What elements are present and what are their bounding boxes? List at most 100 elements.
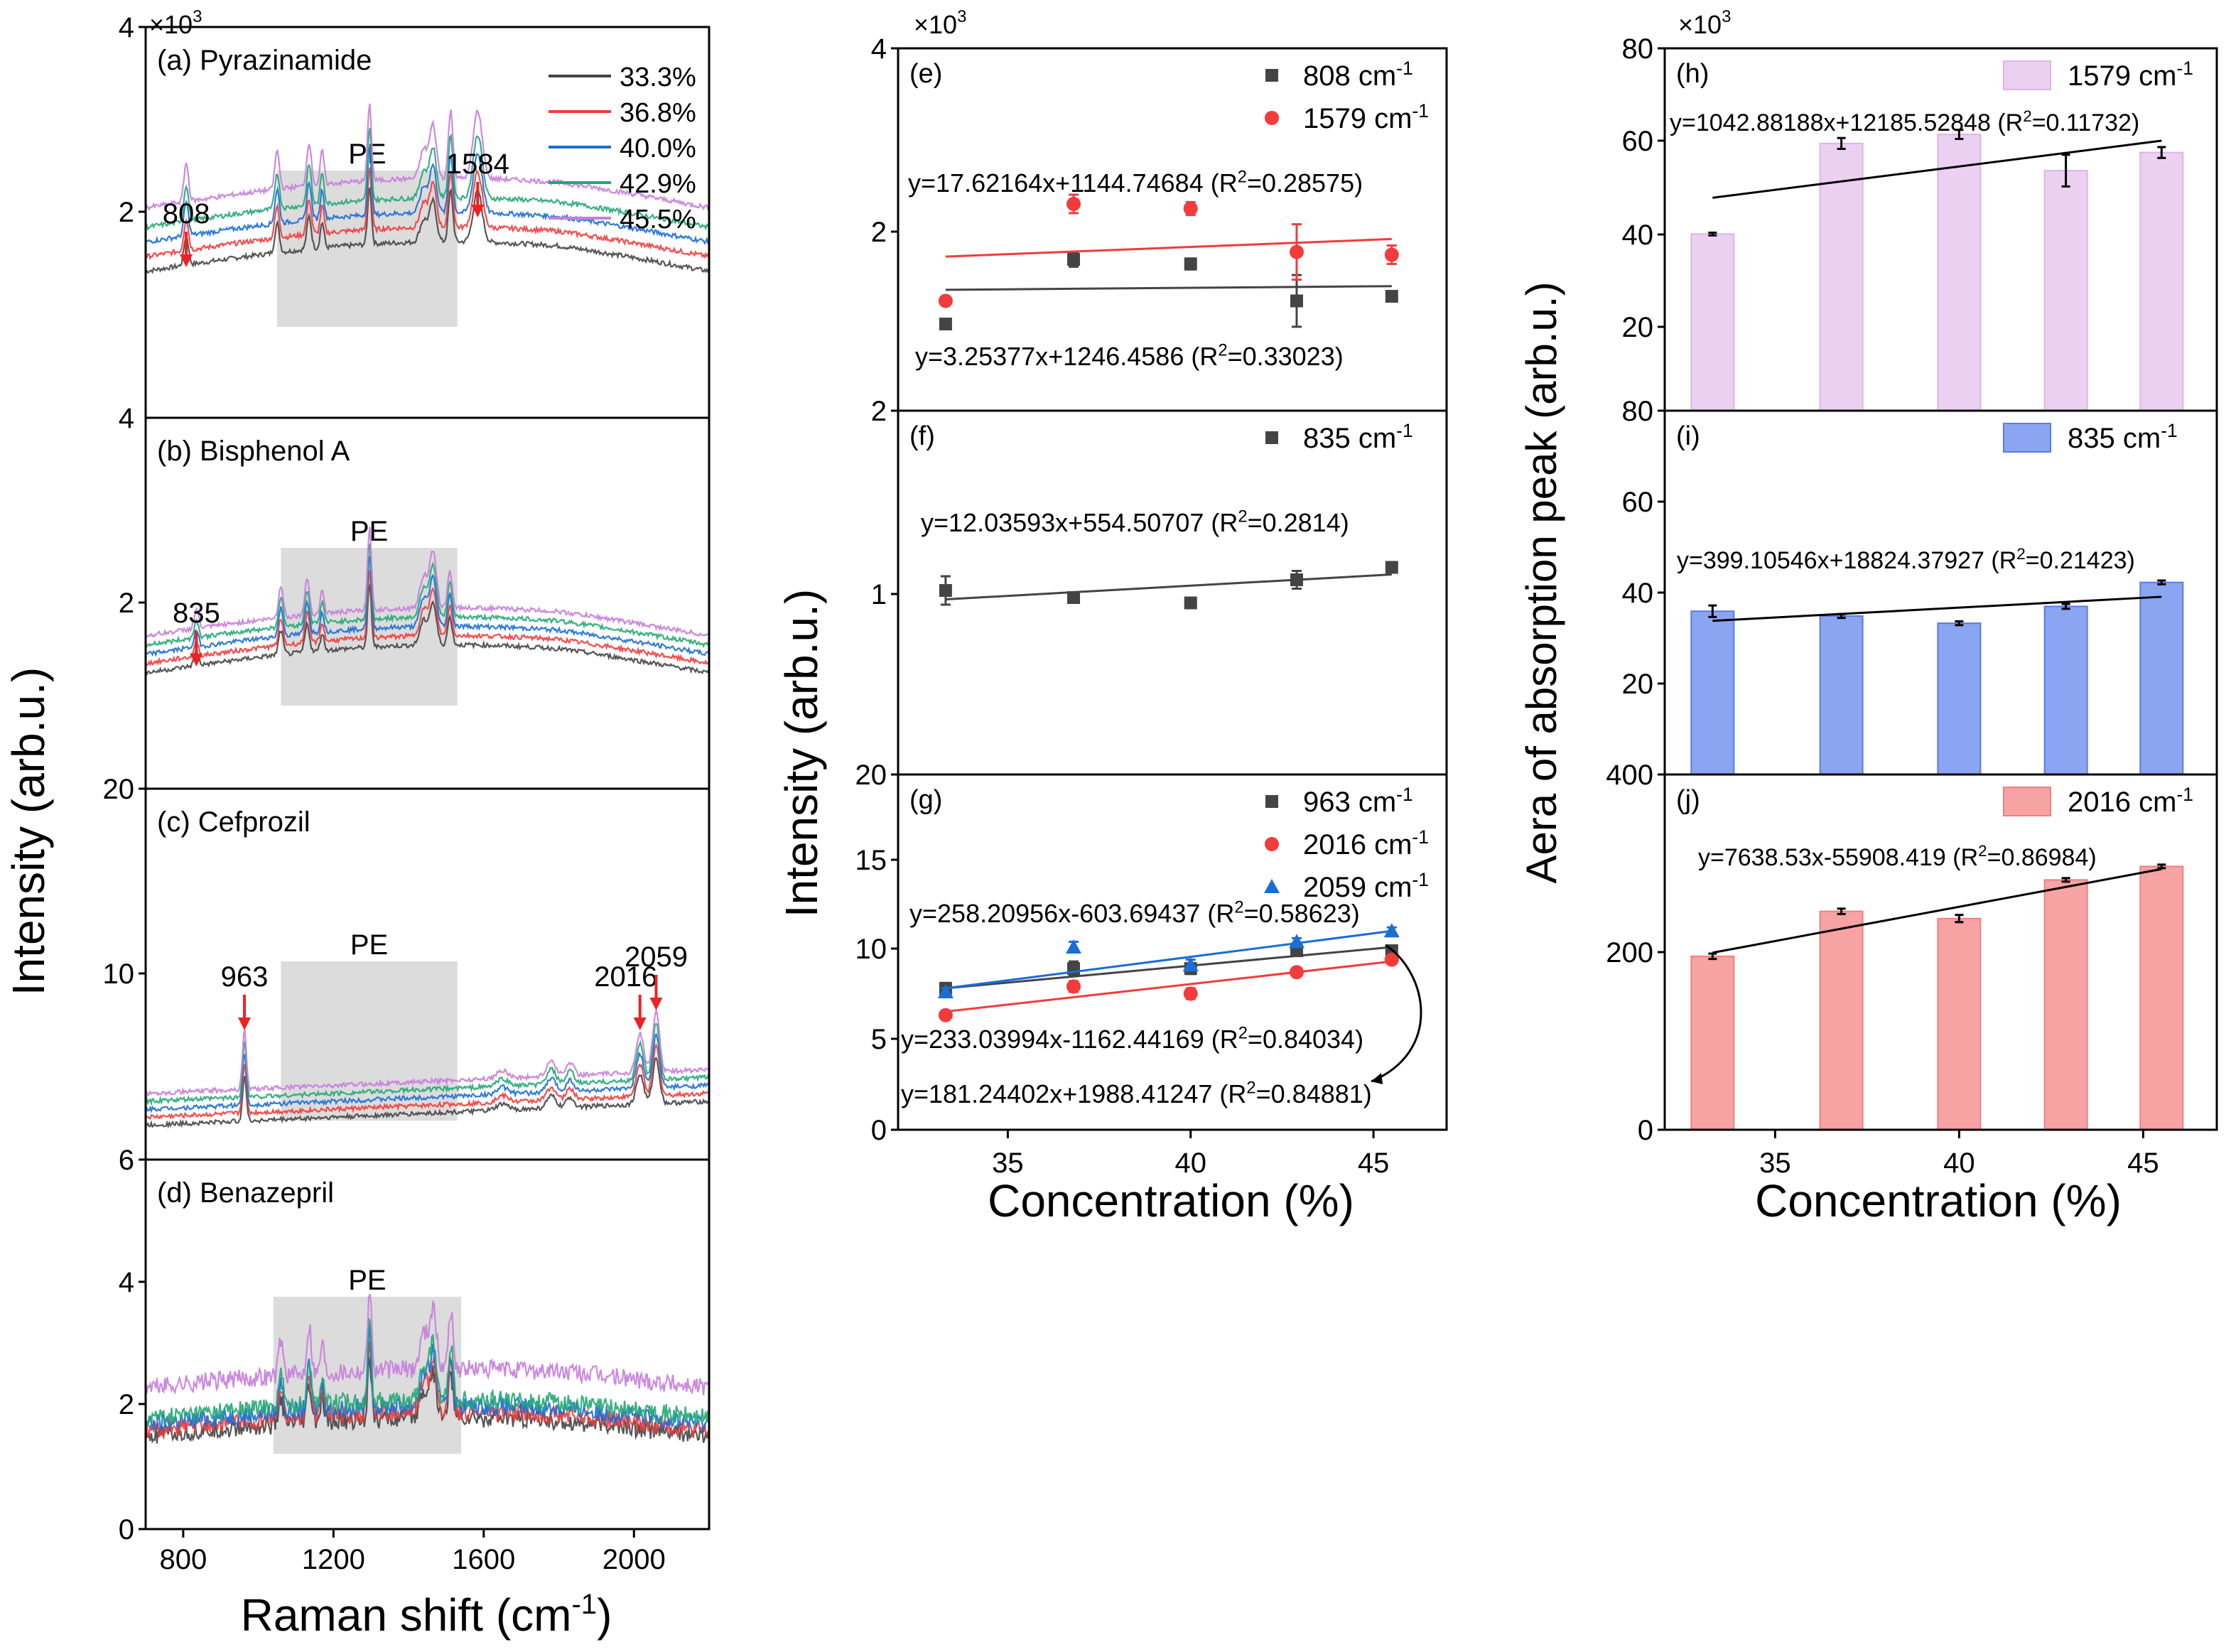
x-tick-label: 800 [159, 1544, 207, 1575]
data-point-2016 [1384, 952, 1399, 967]
data-point-2059 [1288, 934, 1304, 949]
legend-label-835-sup: -1 [2161, 420, 2177, 441]
spectrum-line-36.8 [145, 570, 710, 666]
peak-arrow-head [633, 1017, 647, 1030]
y-tick-label: 80 [1622, 396, 1654, 427]
peak-label-2059: 2059 [625, 941, 688, 973]
legend-label-963-sup: -1 [1396, 784, 1412, 805]
peak-label-835: 835 [173, 598, 220, 629]
spectrum-line-40.0 [145, 1032, 711, 1114]
left-x-axis-label: Raman shift (cm-1) [241, 1589, 612, 1641]
legend-label-1579: 1579 cm-1 [1303, 100, 1429, 134]
x-tick-label: 1200 [302, 1544, 365, 1575]
bar-42.9 [2043, 879, 2088, 1130]
y-tick-label: 4 [119, 12, 134, 43]
equation-1579: y=17.62164x+1144.74684 (R2=0.28575) [908, 167, 1363, 198]
y-tick-label: 4 [119, 1267, 134, 1298]
fit-line-1579 [945, 237, 1392, 258]
data-point-808 [939, 318, 952, 330]
spectrum-line-42.9 [145, 127, 711, 232]
panel-label: (a) Pyrazinamide [157, 45, 372, 76]
data-point-2016 [1289, 965, 1304, 980]
panel-label: (b) Bisphenol A [157, 436, 350, 467]
x-tick-label: 45 [2127, 1148, 2159, 1179]
equation-808-sup: 2 [1218, 340, 1227, 360]
panel-label: (c) Cefprozil [157, 806, 310, 838]
equation-1579-sup: 2 [2023, 107, 2031, 125]
panel-h: 80 60 40 20 80 (h) 1579 cm-1 y=1042.88188x+1218… [1622, 33, 2218, 427]
legend-marker [1265, 111, 1279, 125]
legend-label-2016-sup: -1 [1412, 826, 1428, 848]
equation-835-tail: =0.21423) [2026, 547, 2135, 574]
y-tick-label: 20 [103, 774, 135, 805]
fit-line-835 [945, 573, 1392, 600]
y-tick-label: 400 [1606, 760, 1653, 791]
y-tick-label: 0 [871, 1115, 887, 1146]
data-point-1579 [1183, 201, 1198, 216]
data-point-2059 [1182, 957, 1199, 972]
equation-2016-main: y=7638.53x-55908.419 (R [1698, 844, 1978, 871]
panel-label: (e) [909, 59, 942, 89]
legend-label-963: 963 cm-1 [1303, 784, 1413, 818]
fit-line-963 [945, 946, 1392, 990]
data-point-835 [1290, 573, 1303, 586]
legend-label-2016: 2016 cm-1 [2068, 784, 2193, 818]
legend-label-808: 808 cm-1 [1303, 58, 1413, 92]
spectrum-line-40.0 [145, 146, 710, 245]
peak-arrow-head [649, 998, 663, 1010]
y-tick-label: 2 [871, 217, 887, 248]
data-point-2059 [1066, 939, 1082, 954]
equation-2016-sup: 2 [1978, 842, 1987, 860]
right-y-axis-label: Aera of absorption peak (arb.u.) [1518, 281, 1565, 883]
middle-y-axis-label: Intensity (arb.u.) [776, 589, 827, 917]
y-tick-label: 2 [119, 197, 134, 228]
equation-963: y=258.20956x-603.69437 (R2=0.58623) [909, 897, 1360, 928]
data-point-835 [1385, 561, 1398, 574]
data-point-2016 [938, 1008, 953, 1022]
panel-label: (f) [909, 421, 935, 451]
equation-1579: y=1042.88188x+12185.52848 (R2=0.11732) [1670, 107, 2139, 136]
panel-frame [897, 773, 1448, 1131]
spectrum-line-33.3 [145, 1057, 711, 1129]
x-tick-label: 40 [1174, 1148, 1206, 1179]
y-tick-label: 60 [1622, 126, 1654, 157]
equation-835-sup: 2 [1238, 507, 1247, 526]
y-tick-label: 10 [103, 959, 135, 990]
y-tick-label: 20 [1622, 669, 1654, 700]
y-tick-label: 4 [871, 33, 887, 65]
peak-arrow-head [238, 1017, 252, 1030]
bar-40 [1937, 134, 1982, 411]
x-tick-label: 35 [1759, 1148, 1791, 1179]
y-tick-label: 6 [119, 1145, 134, 1176]
right-exponent-label: ×103 [1678, 7, 1731, 39]
spectrum-line-42.9 [145, 544, 710, 649]
legend-marker [1265, 431, 1278, 444]
data-point-808 [1067, 253, 1081, 266]
x-tick-label: 2000 [603, 1544, 666, 1575]
x-tick-label: 40 [1943, 1148, 1975, 1179]
data-point-2059 [937, 983, 954, 998]
equation-2059-main: y=181.24402x+1988.41247 (R [901, 1079, 1246, 1108]
legend-label-808-sup: -1 [1396, 58, 1412, 79]
panel-label: (g) [909, 785, 942, 815]
bar-33.3 [1690, 233, 1735, 411]
legend-label-835: 835 cm-1 [1303, 420, 1413, 454]
equation-963-sup: 2 [1234, 897, 1243, 917]
equation-963-tail: =0.58623) [1244, 899, 1360, 928]
right-x-axis-label: Concentration (%) [1755, 1175, 2122, 1226]
equation-1579-tail: =0.11732) [2032, 109, 2140, 136]
bar-42.9 [2043, 170, 2088, 411]
raman-spectra-panels: PE 4 2 (a) Pyrazinamide 808 1584 PE 2 4 (b) Bisp… [3, 7, 711, 1641]
peak-arrow-head [180, 254, 193, 267]
middle-x-axis-label: Concentration (%) [988, 1175, 1354, 1226]
data-point-1579 [1384, 247, 1399, 262]
spectrum-line-33.3 [145, 583, 711, 676]
legend-label-2059-sup: -1 [1412, 869, 1428, 890]
spectrum-line-42.9 [144, 1022, 711, 1106]
data-point-2016 [1183, 986, 1198, 1001]
equation-835-main: y=12.03593x+554.50707 (R [921, 508, 1238, 537]
